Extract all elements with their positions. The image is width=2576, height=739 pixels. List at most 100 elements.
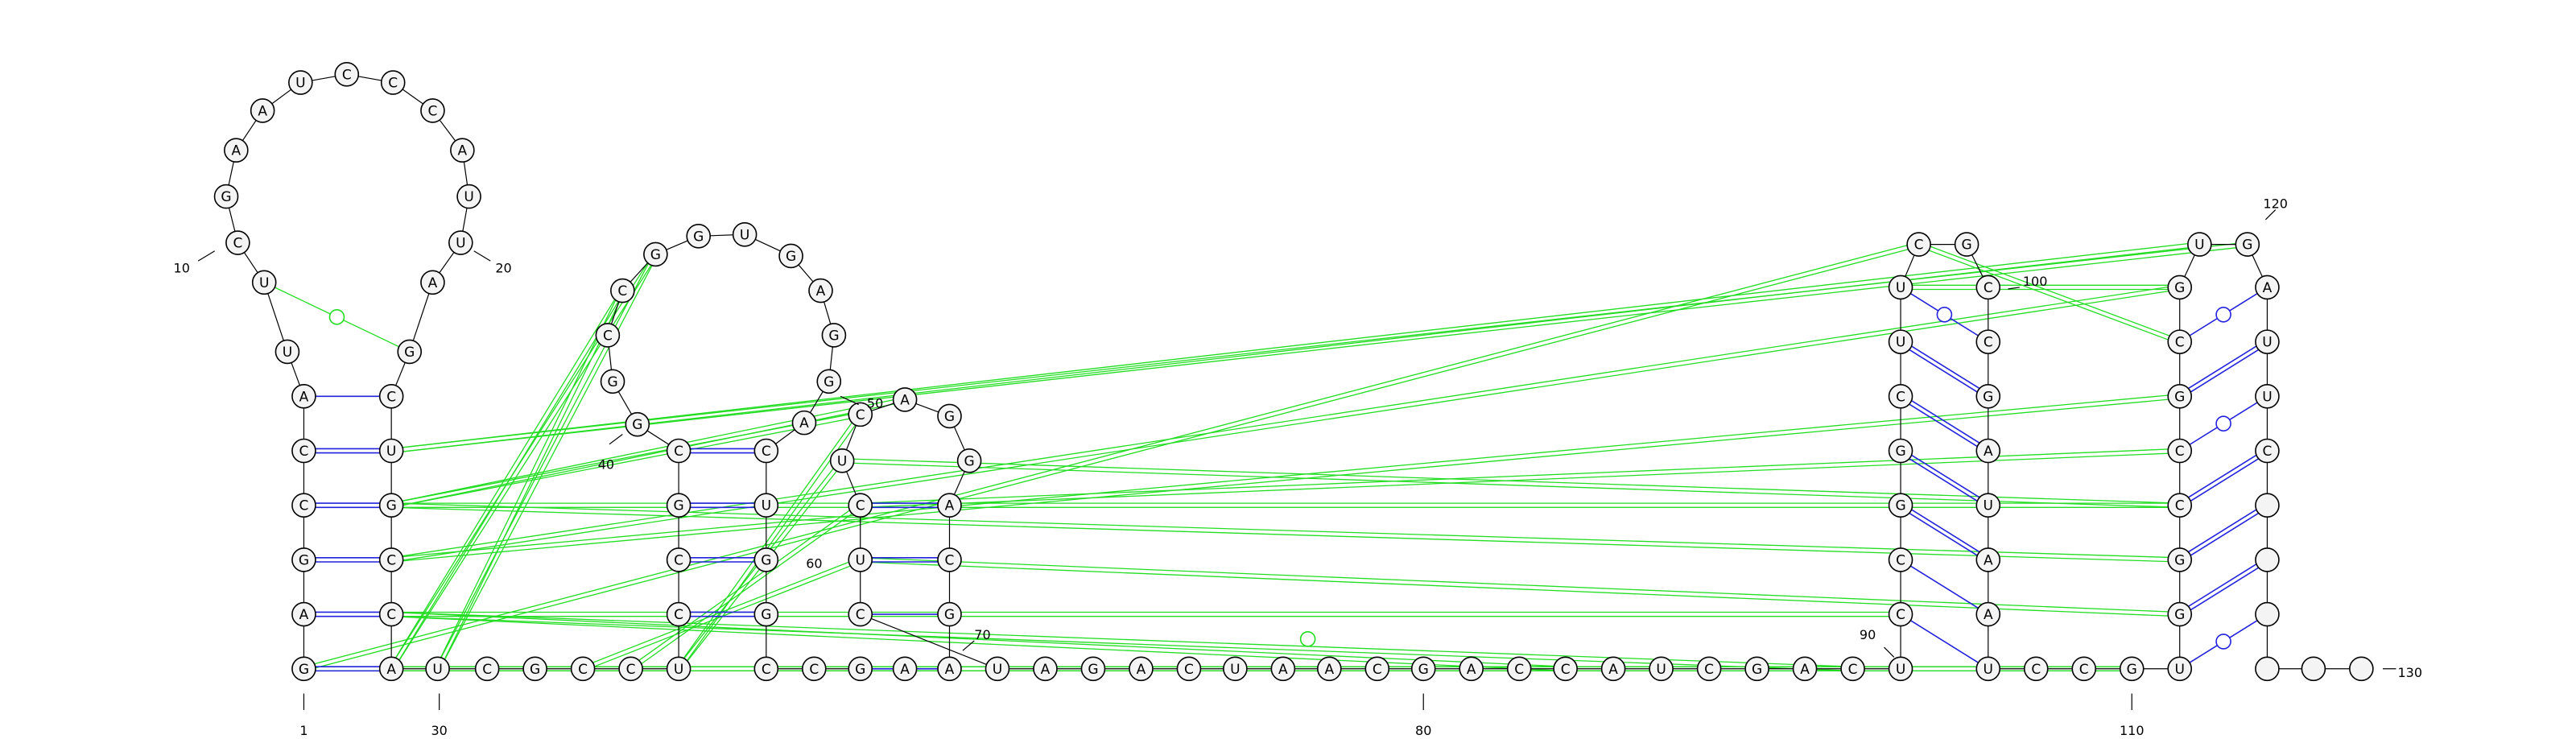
nucleotide-circle [380,70,406,95]
nucleotide: C [618,656,643,682]
nucleotide-letter: G [404,345,415,361]
nucleotide-circle [2167,275,2193,300]
base-pair-line [391,502,2180,559]
nucleotide-circle [778,243,803,269]
position-tick [962,640,975,651]
backbone-segment [860,613,998,670]
nucleotide-letter: C [386,607,396,623]
nucleotide-letter: G [2242,237,2252,254]
nucleotide: C [378,547,404,572]
nucleotide-circle [610,278,635,303]
nucleotide-letter: U [1230,662,1240,678]
nucleotide-circle [291,493,316,518]
nucleotide: C [334,62,360,87]
nucleotide-letter: C [2175,498,2185,514]
nucleotide: A [1600,656,1626,682]
nucleotide: U [985,656,1010,682]
nucleotide: U [1223,656,1248,682]
nucleotide-circle [2235,232,2260,257]
nucleotide-circle [666,601,691,627]
nucleotide [2255,601,2280,627]
nucleotide-circle [2119,656,2145,682]
nucleotide: G [2167,547,2193,572]
nucleotide: G [2235,232,2260,257]
nucleotide-letter: C [617,283,627,299]
nucleotide-circle [643,242,668,267]
nucleotide-letter: C [482,662,492,678]
nucleotide: G [753,601,779,627]
nucleotide: C [570,656,596,682]
base-pair-line [2180,560,2269,617]
nucleotide-letter: A [232,143,242,159]
base-pair-line [1899,397,1988,453]
nucleotide-letter: U [1896,335,1905,351]
nucleotide-letter: U [295,76,305,92]
nucleotide: G [1744,656,1769,682]
nucleotide-letter: G [2127,662,2137,678]
nucleotide: A [1316,656,1342,682]
base-pair-line [391,398,2181,563]
base-pair-line [391,415,861,508]
nucleotide-letter: G [1418,662,1429,678]
nucleotide-circle [2187,232,2212,257]
nucleotide: A [1033,656,1058,682]
base-pair-line [390,397,905,504]
nucleotide-circle [2167,329,2193,354]
nucleotide: U [425,656,450,682]
nucleotide: U [753,493,779,518]
nucleotide: A [250,98,275,123]
nucleotide-circle [2071,656,2097,682]
nucleotide: G [2167,384,2193,409]
position-label: 90 [1860,627,1876,642]
nucleotide-circle [1975,656,2001,682]
nucleotide-circle [2255,438,2280,464]
nucleotide-circle [848,547,873,572]
position-label: 40 [598,457,614,473]
nucleotide-circle [1975,601,2001,627]
nucleotide-letter: A [1467,662,1476,678]
nucleotide-circle [1459,656,1484,682]
base-pair-line [390,242,2200,450]
base-pair-line [1901,502,1990,559]
nucleotide: G [848,656,873,682]
nucleotide: U [2187,232,2212,257]
nucleotide-circle [225,230,250,255]
base-pair-line [2180,506,2269,563]
nucleotide-circle [1975,547,2001,572]
nucleotide-circle [937,403,962,429]
nucleotide: C [378,384,404,409]
nucleotide-letter: U [456,236,465,252]
nucleotide: G [600,369,625,394]
nucleotide: C [848,493,873,518]
nucleotide-letter: G [855,662,865,678]
nucleotide-circle [456,184,481,209]
nucleotide: G [753,547,779,572]
base-pair-line [391,616,1853,672]
nucleotide-letter: U [740,227,749,243]
nucleotide-circle [2167,384,2193,409]
nucleotide: C [1176,656,1202,682]
nucleotide-letter: U [2262,389,2272,405]
nucleotide-letter: U [674,662,683,678]
nucleotide-circle [1888,438,1913,464]
nucleotide: C [1888,601,1913,627]
nucleotide-circle [848,402,873,427]
nucleotide: U [275,339,300,365]
nucleotide-letter: C [2262,444,2272,460]
nucleotide-letter: A [458,143,468,159]
nucleotide: U [829,448,855,473]
nucleotide-circle [1744,656,1769,682]
base-pair-line [631,506,862,671]
nucleotide-letter: G [1088,662,1098,678]
nucleotide: C [378,601,404,627]
nucleotide-letter: G [761,552,771,568]
base-pair-line [1899,452,1988,508]
position-label: 130 [2397,665,2422,680]
nucleotide-circle [1553,656,1578,682]
nucleotide-letter: C [674,444,683,460]
nucleotide: A [791,410,817,436]
nucleotide-circle [937,547,962,572]
nucleotide-letter: C [386,552,396,568]
nucleotide-circle [985,656,1010,682]
nucleotide: A [1459,656,1484,682]
